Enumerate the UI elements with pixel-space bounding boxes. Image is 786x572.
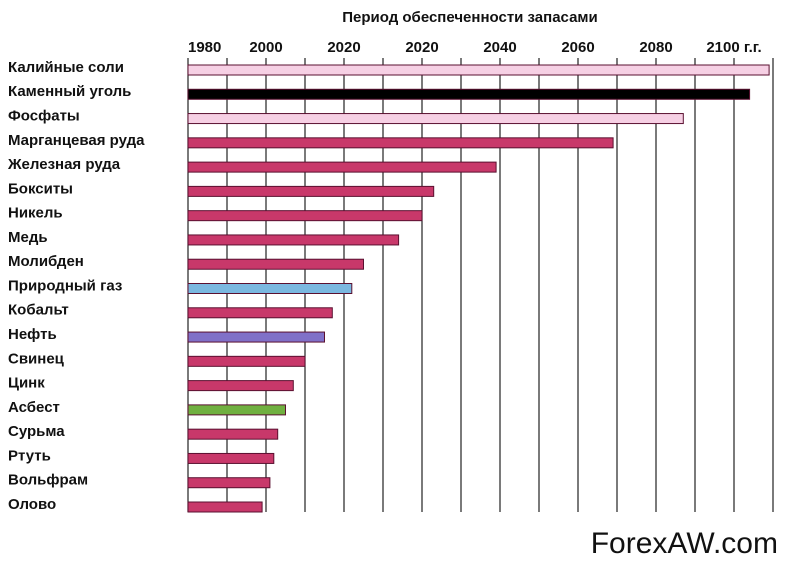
y-tick-label: Железная руда bbox=[7, 156, 121, 173]
bar bbox=[187, 477, 271, 489]
bar bbox=[187, 113, 684, 125]
x-tick-label: 2100 г.г. bbox=[706, 39, 761, 56]
bar bbox=[187, 355, 306, 367]
y-tick-label: Ртуть bbox=[8, 447, 51, 464]
y-tick-label: Вольфрам bbox=[8, 472, 88, 489]
bar bbox=[187, 283, 353, 294]
bar bbox=[187, 501, 263, 513]
bar bbox=[187, 185, 435, 197]
x-tick-label: 2000 bbox=[249, 39, 282, 56]
x-tick-label: 2020 bbox=[405, 39, 438, 56]
y-tick-label: Цинк bbox=[8, 375, 45, 392]
y-tick-label: Молибден bbox=[8, 253, 84, 270]
y-tick-label: Никель bbox=[8, 205, 63, 222]
y-tick-label: Фосфаты bbox=[8, 108, 80, 125]
x-tick-label: 2060 bbox=[561, 39, 594, 56]
x-tick-label: 2040 bbox=[483, 39, 516, 56]
bar bbox=[187, 88, 751, 100]
y-tick-label: Сурьма bbox=[8, 423, 65, 440]
bar bbox=[187, 258, 364, 270]
y-tick-label: Марганцевая руда bbox=[8, 132, 145, 149]
bar bbox=[187, 64, 770, 76]
bar bbox=[187, 161, 497, 173]
y-tick-label: Свинец bbox=[8, 350, 65, 367]
x-tick-label: 1980 bbox=[188, 39, 221, 56]
y-tick-label: Каменный уголь bbox=[8, 83, 131, 100]
x-tick-label: 2020 bbox=[327, 39, 360, 56]
bar bbox=[187, 137, 614, 149]
x-tick-label: 2080 bbox=[639, 39, 672, 56]
y-tick-label: Олово bbox=[8, 496, 56, 513]
bar bbox=[187, 234, 400, 246]
y-tick-label: Асбест bbox=[8, 399, 60, 416]
bar bbox=[187, 428, 279, 440]
watermark: ForexAW.com bbox=[591, 527, 778, 560]
bar bbox=[187, 307, 333, 319]
y-tick-label: Калийные соли bbox=[8, 59, 124, 76]
y-tick-label: Бокситы bbox=[8, 180, 73, 197]
y-tick-label: Медь bbox=[8, 229, 48, 246]
y-tick-label: Нефть bbox=[8, 326, 57, 343]
bar bbox=[187, 210, 423, 222]
bar bbox=[187, 331, 325, 343]
chart-title: Период обеспеченности запасами bbox=[342, 9, 598, 26]
y-tick-label: Природный газ bbox=[8, 277, 122, 294]
bar bbox=[187, 380, 294, 392]
bar bbox=[187, 452, 275, 464]
bar bbox=[187, 404, 286, 416]
y-tick-label: Кобальт bbox=[8, 302, 69, 319]
